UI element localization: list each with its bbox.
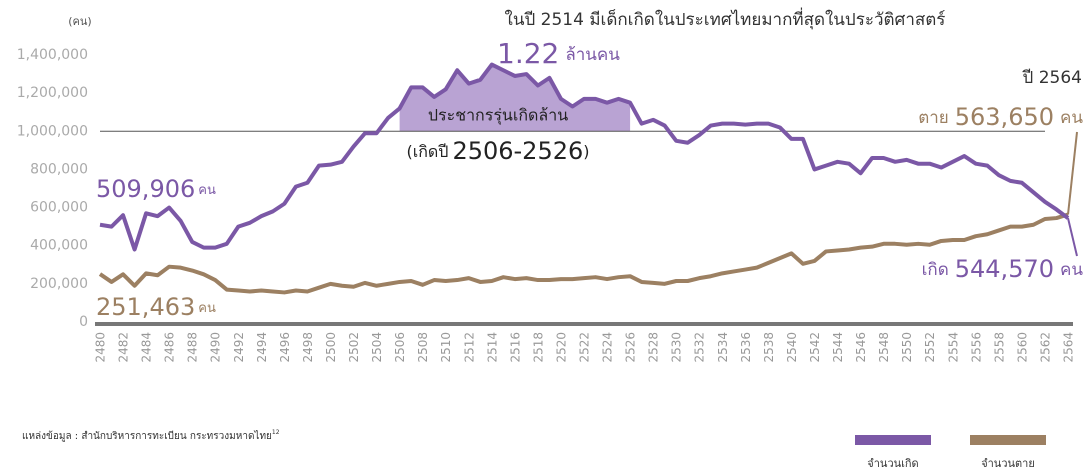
x-tick-label: 2508 bbox=[416, 332, 430, 363]
y-tick-label: 200,000 bbox=[30, 276, 88, 292]
x-tick-label: 2522 bbox=[578, 332, 592, 363]
x-tick-label: 2538 bbox=[762, 332, 776, 363]
highlight-years: (เกิดปี 2506-2526) bbox=[406, 137, 589, 165]
x-tick-label: 2524 bbox=[601, 332, 615, 363]
x-tick-label: 2504 bbox=[370, 332, 384, 363]
x-tick-label: 2556 bbox=[969, 332, 983, 363]
unit: คน bbox=[1060, 108, 1083, 128]
value-label: 544,570 bbox=[955, 255, 1054, 283]
value-label: 251,463 bbox=[96, 293, 195, 321]
x-tick-label: 2480 bbox=[94, 332, 108, 363]
unit: คน bbox=[198, 183, 216, 198]
highlight-area bbox=[399, 64, 631, 132]
x-tick-label: 2562 bbox=[1038, 332, 1052, 363]
x-tick-label: 2554 bbox=[946, 332, 960, 363]
y-unit: (คน) bbox=[68, 15, 91, 28]
y-tick-label: 400,000 bbox=[30, 238, 88, 254]
end-label: ตาย 563,650 คน bbox=[918, 103, 1083, 131]
source: แหล่งข้อมูล : สำนักบริหารการทะเบียน กระท… bbox=[22, 429, 280, 443]
unit: คน bbox=[198, 301, 216, 316]
x-tick-label: 2530 bbox=[670, 332, 684, 363]
x-tick-label: 2560 bbox=[1015, 332, 1029, 363]
start-label: 251,463 คน bbox=[96, 293, 216, 321]
peak-value: 1.22 bbox=[497, 37, 559, 70]
start-label: 509,906 คน bbox=[96, 175, 216, 203]
x-tick-label: 2482 bbox=[117, 332, 131, 363]
x-tick-label: 2542 bbox=[808, 332, 822, 363]
x-tick-label: 2534 bbox=[716, 332, 730, 363]
unit: คน bbox=[1060, 260, 1083, 280]
end-label: เกิด 544,570 คน bbox=[922, 255, 1084, 283]
leader-line bbox=[1067, 131, 1078, 215]
y-tick-label: 600,000 bbox=[30, 200, 88, 216]
x-tick-label: 2506 bbox=[393, 332, 407, 363]
peak-unit: ล้านคน bbox=[565, 45, 620, 65]
x-tick-label: 2544 bbox=[831, 332, 845, 363]
x-tick-label: 2546 bbox=[854, 332, 868, 363]
source-note: 12 bbox=[272, 429, 280, 436]
x-tick-label: 2520 bbox=[554, 332, 568, 363]
x-tick-label: 2510 bbox=[439, 332, 453, 363]
x-tick-label: 2488 bbox=[186, 332, 200, 363]
x-tick-label: 2558 bbox=[992, 332, 1006, 363]
x-tick-label: 2502 bbox=[347, 332, 361, 363]
x-tick-label: 2498 bbox=[301, 332, 315, 363]
x-tick-label: 2540 bbox=[785, 332, 799, 363]
hl-range: 2506-2526 bbox=[452, 137, 583, 165]
x-tick-label: 2532 bbox=[693, 332, 707, 363]
x-tick-label: 2526 bbox=[624, 332, 638, 363]
x-tick-label: 2486 bbox=[163, 332, 177, 363]
x-tick-label: 2490 bbox=[209, 332, 223, 363]
series-line bbox=[99, 62, 1070, 252]
x-tick-label: 2496 bbox=[278, 332, 292, 363]
x-tick-label: 2552 bbox=[923, 332, 937, 363]
y-tick-label: 1,200,000 bbox=[17, 85, 88, 101]
x-tick-label: 2550 bbox=[900, 332, 914, 363]
legend-label: จำนวนตาย bbox=[981, 457, 1035, 470]
y-tick-label: 0 bbox=[79, 314, 88, 330]
y-tick-label: 800,000 bbox=[30, 161, 88, 177]
x-tick-label: 2512 bbox=[462, 332, 476, 363]
chart-title: ในปี 2514 มีเด็กเกิดในประเทศไทยมากที่สุด… bbox=[505, 7, 946, 30]
x-tick-label: 2492 bbox=[232, 332, 246, 363]
x-tick-label: 2514 bbox=[485, 332, 499, 363]
end-prefix: ตาย bbox=[918, 108, 949, 128]
legend-swatch bbox=[970, 435, 1046, 445]
end-year: ปี 2564 bbox=[1022, 68, 1082, 88]
x-tick-label: 2548 bbox=[877, 332, 891, 363]
legend-swatch bbox=[855, 435, 931, 445]
value-label: 563,650 bbox=[955, 103, 1054, 131]
x-tick-label: 2494 bbox=[255, 332, 269, 363]
x-tick-label: 2536 bbox=[739, 332, 753, 363]
hl-prefix: (เกิดปี bbox=[406, 142, 448, 161]
leader-line bbox=[1067, 217, 1078, 257]
x-tick-label: 2516 bbox=[508, 332, 522, 363]
value-label: 509,906 bbox=[96, 175, 195, 203]
legend-label: จำนวนเกิด bbox=[867, 457, 918, 470]
x-tick-label: 2564 bbox=[1062, 332, 1076, 363]
y-tick-label: 1,000,000 bbox=[17, 123, 88, 139]
series-line bbox=[98, 212, 1069, 295]
x-tick-label: 2484 bbox=[140, 332, 154, 363]
peak-label: 1.22 ล้านคน bbox=[497, 37, 620, 70]
source-text: แหล่งข้อมูล : สำนักบริหารการทะเบียน กระท… bbox=[22, 430, 272, 442]
y-tick-label: 1,400,000 bbox=[17, 47, 88, 63]
hl-suffix: ) bbox=[583, 142, 589, 161]
x-tick-label: 2528 bbox=[647, 332, 661, 363]
highlight-label: ประชากรรุ่นเกิดล้าน bbox=[428, 106, 568, 126]
end-prefix: เกิด bbox=[922, 260, 949, 280]
x-tick-label: 2518 bbox=[531, 332, 545, 363]
x-tick-label: 2500 bbox=[324, 332, 338, 363]
